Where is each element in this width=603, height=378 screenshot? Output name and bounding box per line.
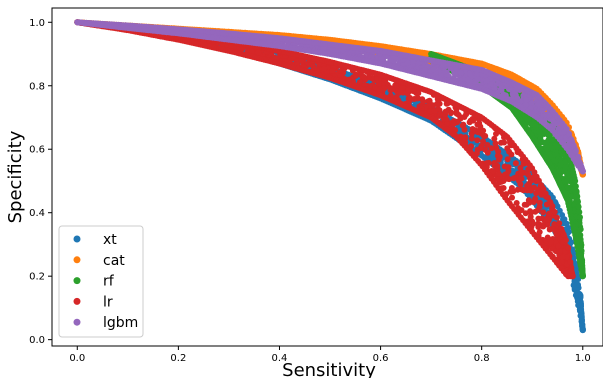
data-point xyxy=(420,98,427,105)
data-point xyxy=(527,208,534,215)
data-point xyxy=(577,236,584,243)
data-point xyxy=(357,79,363,86)
data-point xyxy=(495,170,502,177)
data-point xyxy=(360,73,367,80)
data-point xyxy=(566,228,572,235)
data-point xyxy=(543,144,550,151)
data-point xyxy=(552,199,559,205)
data-point xyxy=(437,110,444,117)
data-point xyxy=(553,143,560,150)
data-point xyxy=(564,184,571,191)
data-point xyxy=(575,203,582,210)
plot-area xyxy=(74,19,586,334)
data-point xyxy=(574,193,581,200)
data-point xyxy=(575,302,582,309)
data-point xyxy=(475,129,481,136)
data-point xyxy=(570,282,577,289)
data-point xyxy=(414,95,421,102)
data-point xyxy=(550,136,557,143)
data-point xyxy=(572,183,579,190)
data-point xyxy=(557,157,564,164)
data-point xyxy=(577,226,584,233)
data-point xyxy=(467,117,474,124)
data-point xyxy=(512,160,519,167)
data-point xyxy=(389,86,396,93)
data-point xyxy=(562,159,569,166)
data-point xyxy=(406,94,413,101)
data-point xyxy=(576,209,583,216)
data-point xyxy=(508,151,515,158)
data-point xyxy=(485,159,492,166)
data-point xyxy=(578,307,585,314)
data-point xyxy=(434,101,440,107)
data-point xyxy=(579,327,586,334)
data-point xyxy=(572,292,579,299)
data-point xyxy=(431,108,438,115)
data-point xyxy=(557,162,564,169)
data-point xyxy=(536,203,543,210)
data-point xyxy=(532,123,539,130)
data-point xyxy=(527,187,534,194)
data-point xyxy=(570,249,577,256)
data-point xyxy=(490,149,497,156)
data-point xyxy=(577,214,583,221)
data-point xyxy=(518,169,525,176)
data-point xyxy=(532,195,539,202)
data-point xyxy=(482,133,489,139)
data-point xyxy=(536,229,543,235)
data-point xyxy=(450,120,457,127)
data-point xyxy=(442,108,449,115)
data-point xyxy=(477,145,484,152)
data-point xyxy=(474,137,481,144)
data-point xyxy=(546,226,553,233)
data-point xyxy=(536,129,543,136)
data-point xyxy=(501,163,508,170)
data-point xyxy=(501,139,508,146)
data-point xyxy=(477,123,484,130)
data-point xyxy=(540,139,546,146)
data-point xyxy=(525,171,532,178)
data-point xyxy=(540,209,547,216)
data-point xyxy=(535,215,542,222)
data-point xyxy=(526,199,533,206)
data-point xyxy=(568,239,575,246)
data-point xyxy=(504,175,511,182)
data-point xyxy=(518,175,525,182)
data-point xyxy=(561,216,568,223)
data-point xyxy=(492,140,499,147)
data-point xyxy=(572,178,579,184)
data-point xyxy=(579,273,586,280)
data-point xyxy=(573,188,580,195)
data-point xyxy=(548,238,555,245)
data-point xyxy=(461,126,468,133)
data-point xyxy=(321,65,328,72)
data-point xyxy=(507,188,514,195)
data-point xyxy=(577,312,584,319)
data-point xyxy=(555,242,562,249)
data-point xyxy=(329,67,336,74)
data-point xyxy=(484,149,491,156)
data-point xyxy=(457,115,464,122)
data-point xyxy=(577,292,584,299)
data-point xyxy=(468,135,475,142)
data-point xyxy=(575,198,581,205)
data-point xyxy=(540,223,547,230)
data-point xyxy=(543,216,550,223)
data-point xyxy=(448,109,455,116)
data-point xyxy=(375,80,382,87)
data-point xyxy=(562,164,569,170)
data-point xyxy=(546,210,553,217)
data-point xyxy=(491,160,498,166)
data-point xyxy=(504,156,511,163)
data-point xyxy=(563,178,570,185)
data-point xyxy=(563,220,570,227)
data-point xyxy=(426,97,433,104)
data-point xyxy=(514,186,521,193)
data-point xyxy=(533,190,540,197)
data-point xyxy=(575,276,582,283)
